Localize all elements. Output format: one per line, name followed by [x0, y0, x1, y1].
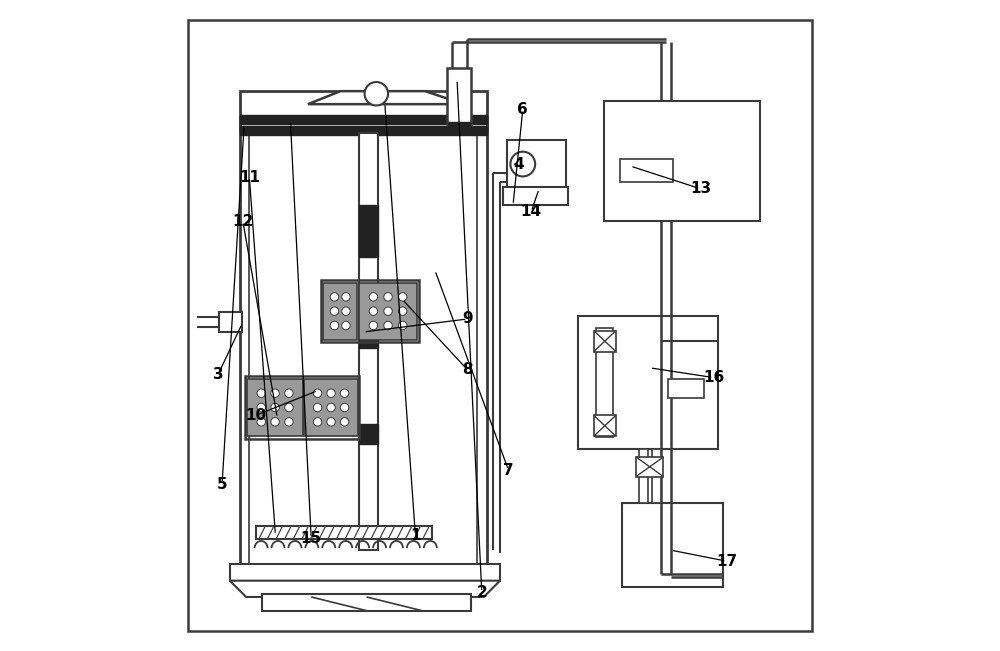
Circle shape — [330, 322, 339, 329]
Bar — [447, 68, 471, 124]
Circle shape — [313, 403, 322, 412]
Circle shape — [369, 293, 378, 301]
Polygon shape — [308, 91, 464, 104]
Bar — [240, 117, 487, 566]
Bar — [507, 140, 566, 189]
Text: 11: 11 — [239, 169, 260, 185]
Bar — [359, 205, 378, 257]
Circle shape — [327, 418, 335, 426]
Circle shape — [271, 403, 279, 412]
Circle shape — [342, 307, 350, 315]
Circle shape — [398, 322, 407, 329]
Bar — [596, 328, 613, 437]
Bar — [359, 424, 378, 444]
Bar — [240, 115, 487, 124]
Circle shape — [340, 403, 349, 412]
Circle shape — [510, 152, 535, 176]
Circle shape — [313, 389, 322, 397]
Circle shape — [327, 389, 335, 397]
Text: 2: 2 — [476, 585, 487, 600]
Bar — [622, 503, 723, 587]
Bar — [262, 594, 471, 611]
Circle shape — [369, 307, 378, 315]
Text: 17: 17 — [716, 553, 737, 569]
Bar — [256, 526, 432, 539]
Bar — [240, 126, 487, 135]
Text: 6: 6 — [517, 102, 528, 117]
Bar — [247, 379, 303, 436]
Bar — [219, 312, 242, 332]
Bar — [652, 449, 661, 503]
Bar — [359, 283, 417, 340]
Circle shape — [330, 293, 339, 301]
Circle shape — [257, 403, 265, 412]
Text: 9: 9 — [462, 311, 473, 327]
Text: 10: 10 — [245, 408, 266, 423]
Text: 7: 7 — [503, 462, 514, 478]
Circle shape — [384, 293, 392, 301]
Circle shape — [313, 418, 322, 426]
Text: 1: 1 — [410, 527, 421, 543]
Bar — [240, 91, 487, 130]
Circle shape — [398, 307, 407, 315]
Circle shape — [285, 403, 293, 412]
Bar — [578, 316, 718, 449]
Bar — [304, 379, 358, 436]
Circle shape — [342, 322, 350, 329]
Circle shape — [330, 307, 339, 315]
Text: 13: 13 — [690, 181, 711, 197]
Bar — [503, 187, 568, 205]
Bar — [620, 159, 673, 182]
Text: 8: 8 — [462, 362, 473, 378]
Circle shape — [384, 322, 392, 329]
Bar — [359, 316, 378, 348]
Bar — [594, 415, 616, 436]
Text: 5: 5 — [217, 477, 227, 493]
Circle shape — [384, 307, 392, 315]
Circle shape — [285, 389, 293, 397]
Circle shape — [257, 389, 265, 397]
Bar — [230, 564, 500, 581]
Bar — [245, 376, 359, 439]
Bar — [323, 283, 357, 340]
Bar — [594, 331, 616, 352]
Bar — [448, 122, 470, 132]
Bar — [321, 280, 419, 342]
Circle shape — [342, 293, 350, 301]
Circle shape — [340, 418, 349, 426]
Text: 15: 15 — [301, 531, 322, 546]
Circle shape — [257, 418, 265, 426]
Text: 16: 16 — [703, 370, 724, 385]
Text: 4: 4 — [513, 156, 524, 172]
Polygon shape — [230, 581, 500, 597]
Bar — [639, 449, 648, 503]
Circle shape — [327, 403, 335, 412]
Circle shape — [285, 418, 293, 426]
Circle shape — [271, 418, 279, 426]
Text: 14: 14 — [521, 204, 542, 219]
Circle shape — [365, 82, 388, 105]
Bar — [604, 101, 760, 221]
Text: 3: 3 — [213, 367, 223, 382]
Circle shape — [271, 389, 279, 397]
Text: 12: 12 — [232, 214, 253, 229]
Circle shape — [369, 322, 378, 329]
Circle shape — [398, 293, 407, 301]
Bar — [359, 133, 378, 550]
Circle shape — [340, 389, 349, 397]
Bar — [636, 457, 663, 477]
Bar — [668, 379, 704, 398]
